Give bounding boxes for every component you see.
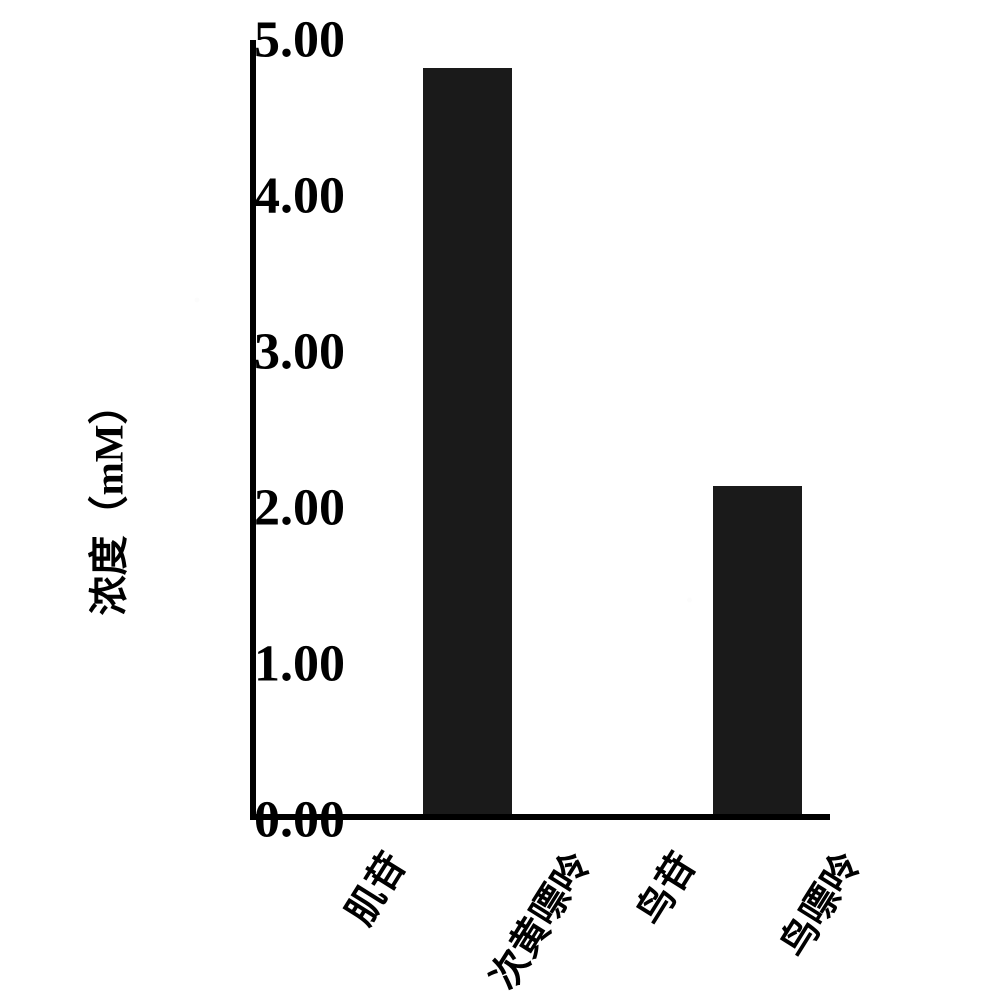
bar-3 [713,486,802,814]
y-axis-label: 浓度（mM） [77,384,135,615]
bar-chart-figure: 浓度（mM） 0.00 1.00 2.00 3.00 4.00 5.00 肌苷 [0,0,985,1000]
bar-slot-0 [259,40,387,814]
bar-1 [423,68,512,814]
bar-slot-2 [549,40,677,814]
x-axis-labels: 肌苷 次黄嘌呤 鸟苷 鸟嘌呤 [250,830,830,885]
x-label-1: 次黄嘌呤 [404,830,532,885]
x-label-3: 鸟嘌呤 [694,830,822,885]
bars-container [250,40,830,814]
x-label-0: 肌苷 [259,830,387,885]
bar-slot-3 [694,40,822,814]
bar-slot-1 [404,40,532,814]
x-label-3-text: 鸟嘌呤 [764,840,871,966]
x-label-1-text: 次黄嘌呤 [473,840,600,998]
x-axis-line [250,814,830,820]
plot-area [250,40,870,820]
